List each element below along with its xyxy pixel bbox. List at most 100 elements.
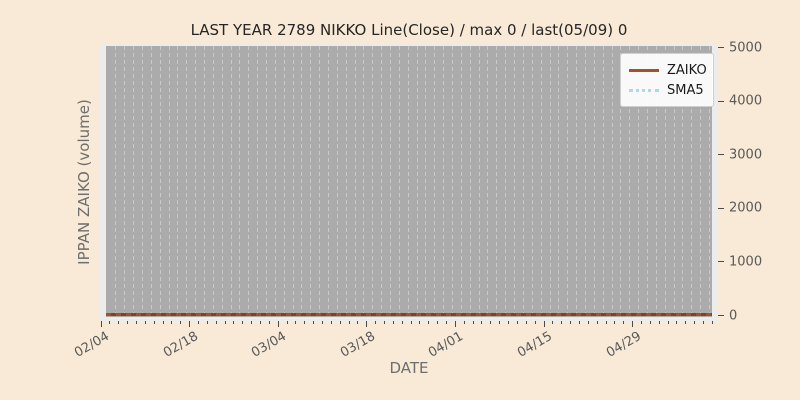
x-minor-tick [534, 321, 536, 324]
gridline [336, 46, 338, 317]
x-tick-label: 04/15 [515, 329, 555, 361]
x-major-tick [189, 321, 191, 327]
x-minor-tick [623, 321, 625, 324]
gridline [514, 46, 516, 317]
legend-entry-zaiko: ZAIKO [629, 60, 707, 80]
x-minor-tick [118, 321, 120, 324]
gridline [425, 46, 427, 317]
gridline [549, 46, 551, 317]
x-minor-tick [437, 321, 439, 324]
gridline [452, 46, 454, 317]
x-minor-tick [516, 321, 518, 324]
legend-label: SMA5 [667, 82, 704, 98]
gridline [469, 46, 471, 317]
gridline [177, 46, 179, 317]
x-minor-tick [481, 321, 483, 324]
gridline [620, 46, 622, 317]
gridline [407, 46, 409, 317]
x-major-tick [100, 321, 102, 327]
y-tick [718, 261, 724, 263]
gridline [363, 46, 365, 317]
x-minor-tick [375, 321, 377, 324]
x-minor-tick [348, 321, 350, 324]
x-minor-tick [463, 321, 465, 324]
x-tick-label: 03/18 [337, 329, 378, 361]
x-minor-tick [109, 321, 111, 324]
x-minor-tick [596, 321, 598, 324]
gridline [434, 46, 436, 317]
x-minor-tick [384, 321, 386, 324]
gridline [593, 46, 595, 317]
gridline [328, 46, 329, 317]
x-major-tick [366, 321, 368, 327]
gridline [283, 46, 285, 317]
y-tick-label: 2000 [729, 200, 763, 216]
gridline [239, 46, 241, 317]
x-minor-tick [162, 321, 164, 324]
x-minor-tick [508, 321, 510, 324]
gridline [212, 46, 214, 317]
x-minor-tick [171, 321, 173, 324]
x-minor-tick [410, 321, 412, 324]
x-minor-tick [676, 321, 678, 324]
x-minor-tick [330, 321, 332, 324]
gridline [522, 46, 524, 317]
gridline [390, 46, 392, 317]
x-minor-tick [552, 321, 554, 324]
x-minor-tick [153, 321, 155, 324]
gridline [638, 46, 640, 317]
x-tick-label: 02/04 [72, 329, 112, 361]
gridline [673, 46, 675, 317]
x-minor-tick [268, 321, 270, 324]
plot-area: 02/04 02/18 03/04 03/18 04/01 04/15 04/29 0 100… [72, 40, 762, 361]
gridline [602, 46, 604, 317]
x-minor-tick [127, 321, 129, 324]
gridline [203, 46, 205, 317]
x-minor-tick [224, 321, 226, 324]
x-minor-tick [499, 321, 501, 324]
x-minor-tick [357, 321, 359, 324]
x-minor-tick [401, 321, 403, 324]
x-major-tick [543, 321, 545, 327]
y-tick-label: 5000 [729, 40, 763, 55]
x-minor-tick [490, 321, 492, 324]
y-tick [718, 47, 724, 48]
gridline [708, 46, 710, 317]
gridline [141, 46, 143, 317]
chart-title: LAST YEAR 2789 NIKKO Line(Close) / max 0… [190, 21, 628, 39]
x-minor-tick [259, 321, 261, 324]
legend: ZAIKO SMA5 [620, 53, 714, 107]
gridline [186, 46, 188, 317]
gridline [691, 46, 693, 317]
x-minor-tick [605, 321, 607, 324]
x-minor-tick [180, 321, 182, 324]
gridline [221, 46, 223, 317]
x-minor-tick [295, 321, 297, 324]
gridline [460, 46, 462, 317]
y-tick-label: 1000 [729, 254, 763, 270]
gridline [230, 46, 232, 317]
x-minor-tick [578, 321, 580, 324]
gridline [443, 46, 445, 317]
x-axis-label: DATE [389, 359, 429, 377]
x-minor-tick [313, 321, 315, 324]
x-tick-label: 04/01 [426, 329, 467, 361]
x-minor-tick [251, 321, 253, 324]
x-minor-tick [135, 321, 137, 324]
gridline [248, 46, 250, 317]
x-minor-tick [446, 321, 448, 324]
gridline [478, 46, 480, 317]
gridline [301, 46, 303, 317]
gridline [531, 46, 533, 317]
x-major-tick [632, 321, 634, 327]
x-minor-tick [233, 321, 235, 324]
x-minor-tick [649, 321, 651, 324]
gridline [576, 46, 578, 317]
gridline [265, 46, 267, 317]
y-tick [718, 100, 724, 102]
gridline [611, 46, 613, 317]
x-minor-tick [206, 321, 208, 324]
x-minor-tick [419, 321, 421, 324]
x-minor-tick [242, 321, 244, 324]
